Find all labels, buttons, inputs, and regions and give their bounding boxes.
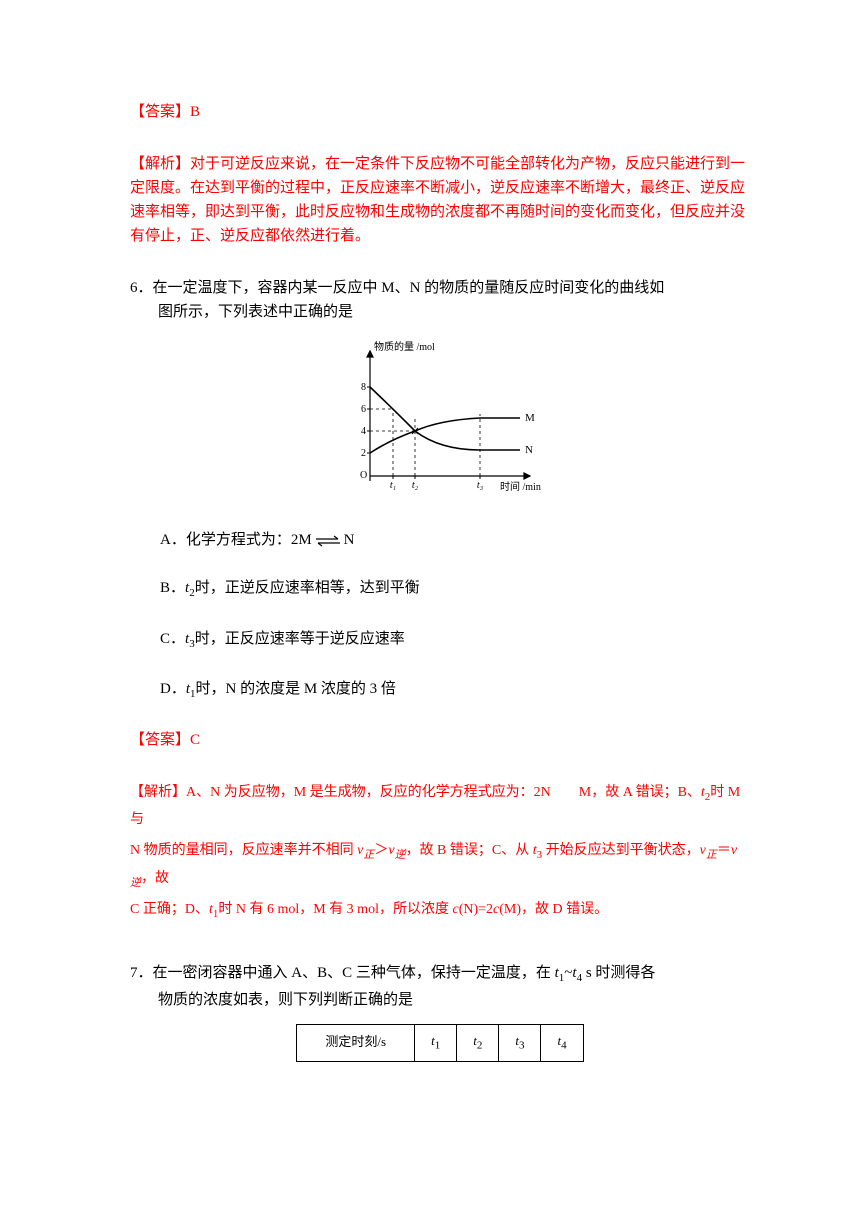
equilibrium-arrow-icon	[314, 534, 342, 548]
ytick-8: 8	[361, 382, 366, 393]
explain-text: 对于可逆反应来说，在一定条件下反应物不可能全部转化为产物，反应只能进行到一定限度…	[130, 156, 745, 244]
q6-line1: 在一定温度下，容器内某一反应中 M、N 的物质的量随反应时间变化的曲线如	[153, 280, 665, 296]
ytick-2: 2	[361, 448, 366, 459]
table-cell-t2: t2	[457, 1024, 499, 1061]
explanation-5: 【解析】对于可逆反应来说，在一定条件下反应物不可能全部转化为产物，反应只能进行到…	[130, 152, 750, 248]
curve-label-N: N	[525, 444, 533, 456]
explanation-6: 【解析】A、N 为反应物，M 是生成物，反应的化学方程式应为：2N M，故 A …	[130, 780, 750, 925]
ytick-4: 4	[361, 426, 366, 437]
table-cell-t1: t1	[415, 1024, 457, 1061]
table-cell-t3: t3	[499, 1024, 541, 1061]
q6-option-D: D．t1时，N 的浓度是 M 浓度的 3 倍	[160, 677, 750, 704]
answer-5: 【答案】B	[130, 100, 750, 124]
table-head: 测定时刻/s	[297, 1024, 415, 1061]
q6-number: 6．	[130, 280, 153, 296]
answer-value: B	[190, 104, 200, 120]
q6-options: A．化学方程式为：2MN B．t2时，正逆反应速率相等，达到平衡 C．t3时，正…	[130, 528, 750, 704]
q6-option-B: B．t2时，正逆反应速率相等，达到平衡	[160, 576, 750, 603]
y-axis-label: 物质的量 /mol	[374, 340, 435, 353]
answer-label: 【答案】	[130, 732, 190, 748]
q6-line2: 图所示，下列表述中正确的是	[158, 304, 353, 320]
q6-option-A: A．化学方程式为：2MN	[160, 528, 750, 552]
curve-M	[370, 418, 520, 453]
table-cell-t4: t4	[541, 1024, 583, 1061]
question-6-stem: 6．在一定温度下，容器内某一反应中 M、N 的物质的量随反应时间变化的曲线如 图…	[130, 276, 750, 324]
answer-value: C	[190, 732, 200, 748]
x-axis-label: 时间 /min	[500, 480, 541, 493]
q6-option-C: C．t3时，正反应速率等于逆反应速率	[160, 627, 750, 654]
q7-table: 测定时刻/s t1 t2 t3 t4	[130, 1024, 750, 1062]
xtick-t3: t₃	[477, 480, 484, 491]
question-7-stem: 7．在一密闭容器中通入 A、B、C 三种气体，保持一定温度，在 t1~t4 s …	[130, 961, 750, 1012]
explain-label: 【解析】	[130, 156, 190, 172]
curve-label-M: M	[525, 412, 535, 424]
explain-label: 【解析】	[130, 785, 186, 800]
origin-label: O	[360, 470, 367, 481]
q6-figure: 物质的量 /mol 时间 /min O 2 4 6 8 t₁ t₂ t₃	[130, 336, 750, 504]
xtick-t2: t₂	[412, 480, 419, 491]
q7-number: 7．	[130, 965, 153, 981]
answer-6: 【答案】C	[130, 728, 750, 752]
reaction-curve-chart: 物质的量 /mol 时间 /min O 2 4 6 8 t₁ t₂ t₃	[330, 336, 550, 496]
xtick-t1: t₁	[390, 480, 396, 491]
ytick-6: 6	[361, 404, 366, 415]
answer-label: 【答案】	[130, 104, 190, 120]
